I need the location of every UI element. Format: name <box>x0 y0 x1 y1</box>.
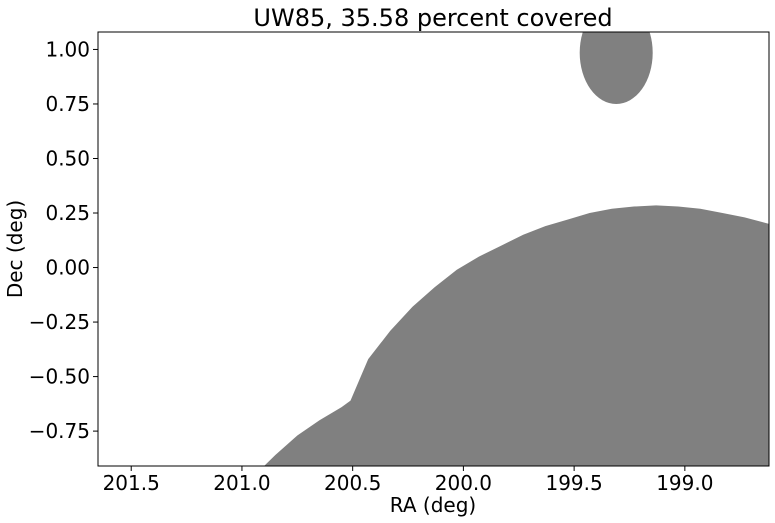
y-tick-label: 0.75 <box>45 92 90 116</box>
x-tick-label: 199.0 <box>656 471 713 495</box>
x-axis-title: RA (deg) <box>390 493 476 517</box>
y-axis: 1.00 0.75 0.50 0.25 0.00 −0.25 −0.50 −0.75 <box>29 37 98 443</box>
x-tick-label: 201.5 <box>103 471 160 495</box>
plot-frame <box>97 31 770 467</box>
x-axis: 201.5 201.0 200.5 200.0 199.5 199.0 <box>103 466 713 495</box>
x-tick-label: 200.0 <box>435 471 492 495</box>
plot-area <box>264 32 769 466</box>
y-tick-label: 0.00 <box>45 256 90 280</box>
y-tick-label: −0.25 <box>29 310 90 334</box>
x-tick-label: 199.5 <box>545 471 602 495</box>
y-tick-label: −0.75 <box>29 419 90 443</box>
y-axis-title: Dec (deg) <box>3 200 27 298</box>
chart-title: UW85, 35.58 percent covered <box>253 4 612 32</box>
x-tick-label: 200.5 <box>324 471 381 495</box>
x-tick-label: 201.0 <box>213 471 270 495</box>
y-tick-label: 0.50 <box>45 146 90 170</box>
y-tick-label: 0.25 <box>45 201 90 225</box>
covered-region <box>264 205 769 466</box>
covered-circle <box>579 32 653 104</box>
y-tick-label: −0.50 <box>29 365 90 389</box>
y-tick-label: 1.00 <box>45 37 90 61</box>
